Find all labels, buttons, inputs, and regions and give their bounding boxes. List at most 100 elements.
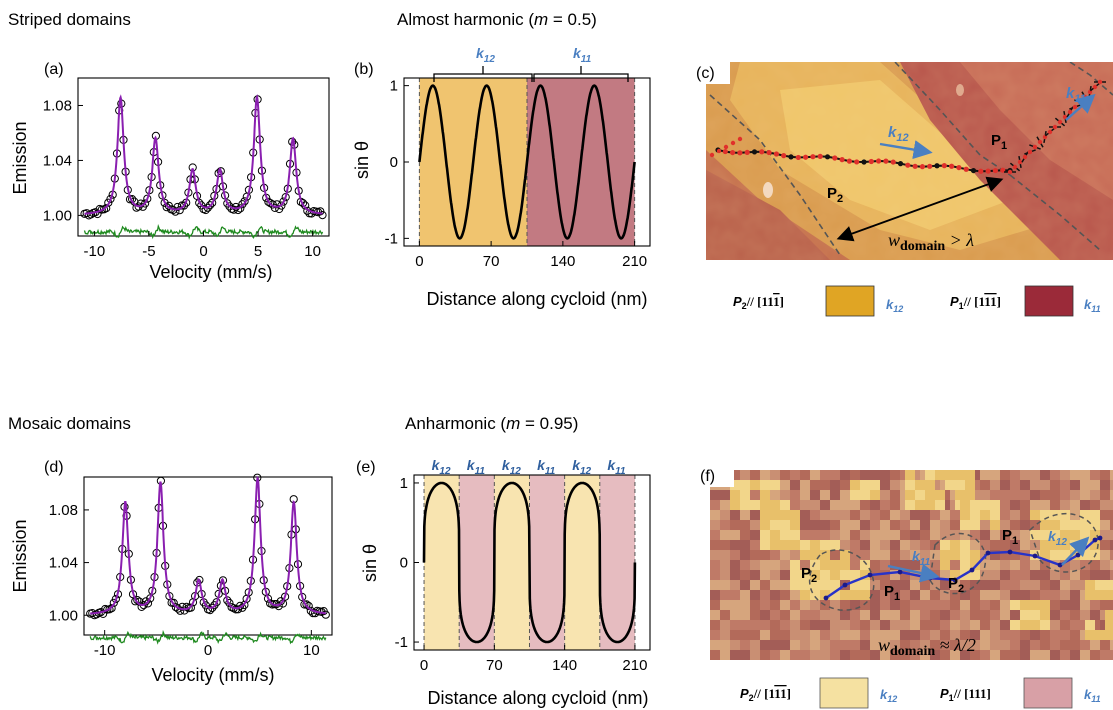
- y-tick-label: 0: [390, 154, 398, 171]
- svg-text:k11: k11: [1084, 687, 1101, 704]
- spin-site: [1032, 144, 1038, 150]
- data-point: [318, 211, 327, 220]
- y-tick-label: 1: [400, 475, 408, 492]
- panel-f-p1-right: P1: [1002, 527, 1018, 547]
- spin-site: [832, 155, 838, 161]
- row1-middle-title: Almost harmonic (m = 0.5): [397, 10, 597, 29]
- panel-a-ylabel: Emission: [10, 121, 30, 194]
- data-point: [107, 604, 116, 613]
- spin-site: [716, 148, 722, 154]
- panel-c-label: (c): [696, 65, 715, 82]
- x-tick-label: -5: [142, 243, 155, 260]
- spin-site: [1017, 159, 1023, 165]
- spin-site: [876, 158, 882, 164]
- y-tick-label: -1: [385, 230, 398, 247]
- spin-site: [781, 153, 787, 159]
- data-point: [277, 201, 286, 210]
- spin-site: [1092, 537, 1098, 543]
- spin-site: [897, 161, 904, 167]
- spin-site: [1067, 109, 1073, 115]
- data-point: [141, 199, 150, 208]
- data-point: [206, 606, 215, 615]
- spin-site: [824, 154, 831, 160]
- row2-legend-p2: P2// [111] k12: [740, 677, 897, 709]
- y-tick-label: 1.04: [49, 555, 78, 572]
- panel-f-width-label: wdomain ≈ λ/2: [878, 635, 976, 659]
- spin-site: [723, 144, 729, 150]
- fit-line: [84, 93, 323, 215]
- svg-text:k12: k12: [886, 297, 903, 314]
- spin-site: [978, 168, 984, 174]
- spin-site: [969, 567, 975, 573]
- row2-legend: P2// [111] k12 P1// [111] k11: [740, 677, 1101, 709]
- panel-e-xticks: 0 70 140 210: [420, 645, 647, 674]
- row2-legend-p1: P1// [111] k11: [940, 677, 1101, 709]
- spin-site: [803, 154, 809, 160]
- spin-site: [890, 159, 896, 165]
- panel-a-xticks: -10 -5 0 5 10: [84, 231, 321, 260]
- spin-site: [867, 572, 873, 578]
- data-point: [266, 599, 275, 608]
- spin-site: [744, 149, 750, 156]
- panel-f: (f) k11 k12 P2 P1 P2 P1 wdomain ≈ λ/2: [698, 465, 1113, 660]
- spin-site: [773, 151, 780, 157]
- panel-f-p2-right: P2: [948, 575, 964, 595]
- panel-b-xticks: 0 70 140 210: [415, 241, 647, 270]
- data-point: [225, 598, 234, 608]
- spin-site: [868, 158, 874, 165]
- domain-shade: [494, 475, 530, 650]
- spin-site: [941, 163, 947, 169]
- spin-site: [1062, 114, 1068, 120]
- spin-site: [730, 149, 736, 156]
- spin-site: [751, 149, 758, 155]
- data-point: [171, 207, 180, 216]
- spin-site: [759, 149, 765, 155]
- domain-shade: [599, 475, 635, 650]
- x-tick-label: 0: [204, 642, 212, 659]
- domain-shade: [564, 475, 600, 650]
- panel-b-label: (b): [354, 61, 374, 78]
- panel-c-width-label: wdomain > λ: [888, 230, 974, 254]
- spin-site: [992, 167, 999, 174]
- panel-e-plot: [422, 481, 637, 644]
- spin-site: [709, 152, 715, 158]
- fit-line: [89, 475, 326, 615]
- spin-site: [963, 166, 969, 172]
- x-tick-label: 0: [199, 243, 207, 260]
- panel-e-yticks: -1 0 1: [395, 475, 419, 651]
- x-tick-label: -10: [94, 642, 116, 659]
- spin-site: [934, 163, 940, 169]
- data-point: [205, 201, 215, 210]
- residual-line: [89, 629, 327, 645]
- spin-site: [1097, 79, 1103, 85]
- spin-site: [919, 164, 926, 170]
- svg-text:P1// [111]: P1// [111]: [940, 686, 991, 703]
- spin-site: [810, 154, 816, 160]
- spin-site: [1032, 553, 1038, 559]
- panel-b-plot: [418, 84, 636, 240]
- spin-site: [897, 569, 903, 575]
- spin-site: [1057, 562, 1063, 568]
- spin-site: [912, 163, 918, 169]
- segment-k-label: k11: [467, 457, 486, 477]
- spin-site: [952, 577, 958, 583]
- segment-k-label: k11: [607, 457, 626, 477]
- data-point: [111, 594, 121, 604]
- data-point: [146, 594, 155, 603]
- panel-c-k12-label: k12: [888, 124, 909, 144]
- spin-site: [1075, 552, 1081, 558]
- panel-e-segment-labels: k12 k11 k12 k11 k12 k11: [432, 457, 626, 477]
- data-point: [266, 199, 275, 208]
- spin-site: [737, 150, 743, 156]
- panel-f-image: [710, 470, 1113, 660]
- data-point: [229, 205, 238, 214]
- panel-f-k11-arrow: [887, 563, 940, 583]
- y-tick-label: 1.00: [49, 607, 78, 624]
- spin-site: [1037, 139, 1043, 145]
- panel-e-label: (e): [356, 459, 376, 476]
- x-tick-label: 70: [486, 657, 503, 674]
- spin-site: [1012, 164, 1018, 170]
- panel-b-k11-label: k11: [573, 45, 592, 65]
- row1-legend: P2// [111] k12 P1// [111] k11: [733, 285, 1101, 317]
- panel-e-ylabel: sin θ: [360, 544, 380, 582]
